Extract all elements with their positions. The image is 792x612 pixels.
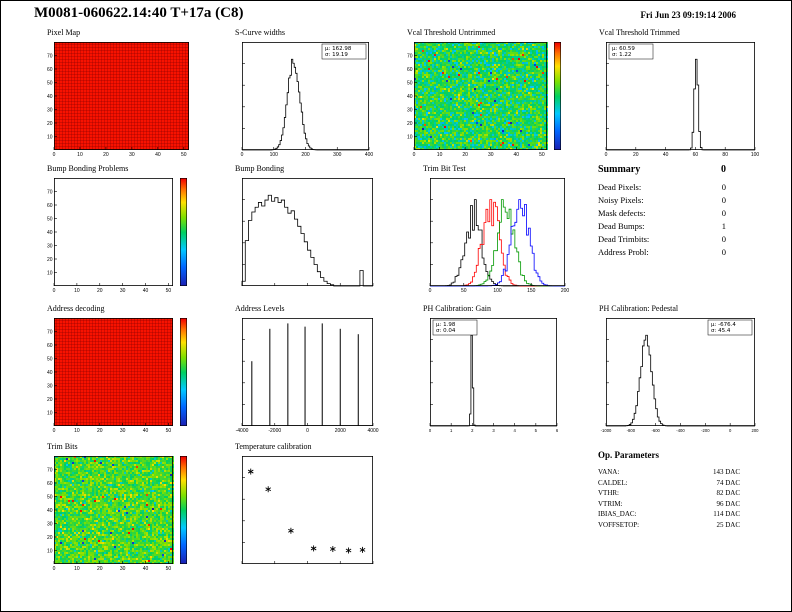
chart-title: Bump Bonding Problems — [47, 164, 129, 173]
summary-row: Mask defects: 0 — [598, 207, 726, 220]
chart-trim_bit_test: Trim Bit Test — [417, 163, 571, 299]
chart-vcal_threshold_untrimmed: Vcal Threshold Untrimmed — [399, 27, 575, 163]
vcal_threshold_trimmed-plot-canvas — [593, 39, 763, 163]
chart-title: Trim Bit Test — [423, 164, 466, 173]
op-parameter-row: VOFFSETOP: 25 DAC — [598, 520, 740, 531]
chart-title: S-Curve widths — [235, 28, 285, 37]
chart-title: Bump Bonding — [235, 164, 285, 173]
op-parameters-panel: Op. Parameters VANA: 143 DAC CALDEL: 74 DAC… — [598, 450, 740, 530]
trim_bit_test-plot-canvas — [417, 175, 571, 299]
summary-row-value: 1 — [721, 221, 726, 231]
temperature_calibration-plot-canvas — [229, 453, 379, 577]
chart-address_decoding: Address decoding — [39, 303, 201, 439]
address_decoding-plot-canvas — [39, 315, 201, 439]
pixel_map-plot-canvas — [39, 39, 201, 163]
summary-panel: Summary 0 Dead Pixels: 0 Noisy Pixels: 0 Mas… — [598, 164, 726, 259]
op-parameter-row: VTHR: 82 DAC — [598, 488, 740, 499]
vcal_threshold_untrimmed-plot-canvas — [399, 39, 575, 163]
summary-grade: 0 — [721, 164, 726, 175]
summary-row-value: 0 — [721, 208, 726, 218]
summary-row-label: Dead Bumps: — [598, 221, 645, 231]
op-parameter-row-label: VOFFSETOP: — [598, 520, 640, 529]
ph_calibration_pedestal-plot-canvas — [593, 315, 763, 439]
op-parameter-row-label: VTRIM: — [598, 499, 623, 508]
chart-title: Address Levels — [235, 304, 285, 313]
summary-row-label: Noisy Pixels: — [598, 195, 644, 205]
bump_bonding_problems-plot-canvas — [39, 175, 201, 299]
summary-row: Dead Pixels: 0 — [598, 181, 726, 194]
summary-row: Address Probl: 0 — [598, 246, 726, 259]
chart-ph_calibration_pedestal: PH Calibration: Pedestal — [593, 303, 763, 439]
op-parameter-row: VTRIM: 96 DAC — [598, 499, 740, 510]
summary-row-value: 0 — [721, 234, 726, 244]
op-parameter-row-label: CALDEL: — [598, 478, 628, 487]
summary-header: Summary 0 — [598, 164, 726, 175]
op-parameter-row: CALDEL: 74 DAC — [598, 478, 740, 489]
chart-pixel_map: Pixel Map — [39, 27, 201, 163]
op-parameter-row-value: 82 DAC — [716, 489, 740, 497]
op-parameter-row-value: 74 DAC — [716, 478, 740, 487]
op-parameter-row-value: 114 DAC — [713, 510, 740, 518]
op-parameters-rows: VANA: 143 DAC CALDEL: 74 DAC VTHR: 82 DAC VTRI… — [598, 467, 740, 530]
summary-row-value: 0 — [721, 247, 726, 257]
op-parameter-row-value: 25 DAC — [716, 520, 740, 529]
chart-scurve_widths: S-Curve widths — [229, 27, 375, 163]
summary-row: Dead Bumps: 1 — [598, 220, 726, 233]
summary-title: Summary — [598, 164, 641, 175]
summary-row-label: Dead Trimbits: — [598, 234, 650, 244]
bump_bonding-plot-canvas — [229, 175, 379, 299]
op-parameter-row-label: IBIAS_DAC: — [598, 510, 637, 518]
page-title: M0081-060622.14:40 T+17a (C8) — [34, 5, 244, 21]
chart-ph_calibration_gain: PH Calibration: Gain — [417, 303, 563, 439]
op-parameter-row-label: VANA: — [598, 468, 620, 476]
chart-title: PH Calibration: Pedestal — [599, 304, 679, 313]
chart-title: Vcal Threshold Untrimmed — [407, 28, 496, 37]
chart-temperature_calibration: Temperature calibration — [229, 441, 379, 577]
summary-row-label: Dead Pixels: — [598, 182, 642, 192]
chart-title: Vcal Threshold Trimmed — [599, 28, 680, 37]
chart-vcal_threshold_trimmed: Vcal Threshold Trimmed — [593, 27, 763, 163]
op-parameter-row-label: VTHR: — [598, 489, 619, 497]
summary-row-value: 0 — [721, 195, 726, 205]
address_levels-plot-canvas — [229, 315, 379, 439]
chart-title: Trim Bits — [47, 442, 78, 451]
summary-rows: Dead Pixels: 0 Noisy Pixels: 0 Mask defects:… — [598, 181, 726, 259]
chart-bump_bonding: Bump Bonding — [229, 163, 379, 299]
op-parameters-title: Op. Parameters — [598, 450, 659, 460]
op-parameter-row: VANA: 143 DAC — [598, 467, 740, 478]
chart-title: PH Calibration: Gain — [423, 304, 491, 313]
summary-row: Dead Trimbits: 0 — [598, 233, 726, 246]
summary-row-value: 0 — [721, 182, 726, 192]
summary-row-label: Address Probl: — [598, 247, 649, 257]
chart-address_levels: Address Levels — [229, 303, 379, 439]
chart-title: Pixel Map — [47, 28, 81, 37]
chart-title: Temperature calibration — [235, 442, 312, 451]
chart-trim_bits: Trim Bits — [39, 441, 201, 577]
op-parameter-row: IBIAS_DAC: 114 DAC — [598, 509, 740, 520]
trim_bits-plot-canvas — [39, 453, 201, 577]
chart-title: Address decoding — [47, 304, 105, 313]
summary-row-label: Mask defects: — [598, 208, 646, 218]
chart-bump_bonding_problems: Bump Bonding Problems — [39, 163, 201, 299]
scurve_widths-plot-canvas — [229, 39, 375, 163]
op-parameter-row-value: 143 DAC — [712, 468, 740, 476]
timestamp: Fri Jun 23 09:19:14 2006 — [640, 10, 737, 20]
summary-row: Noisy Pixels: 0 — [598, 194, 726, 207]
op-parameter-row-value: 96 DAC — [716, 499, 740, 508]
ph_calibration_gain-plot-canvas — [417, 315, 563, 439]
